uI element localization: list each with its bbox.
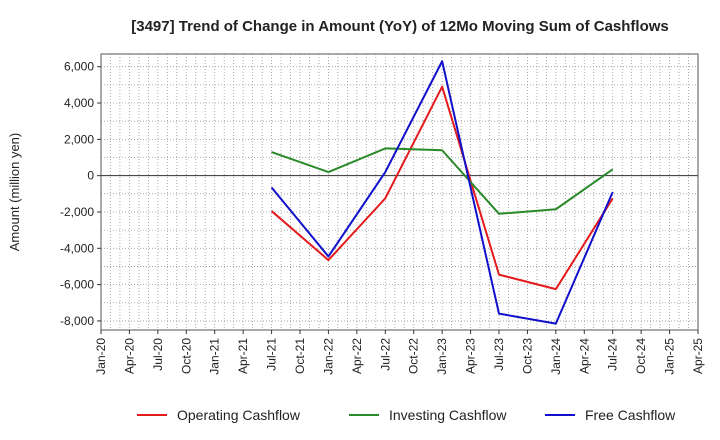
y-tick-label: 2,000 — [64, 132, 94, 146]
series-line-operating-cashflow — [270, 85, 614, 291]
x-tick-label: Oct-21 — [293, 338, 307, 374]
y-tick-label: -2,000 — [60, 205, 94, 219]
legend-label: Free Cashflow — [585, 407, 676, 423]
legend: Operating Cashflow Investing Cashflow Free… — [137, 407, 676, 423]
series-line-free-cashflow — [270, 60, 614, 325]
legend-label: Investing Cashflow — [389, 407, 507, 423]
y-tick-label: 4,000 — [64, 96, 94, 110]
x-tick-label: Oct-20 — [179, 338, 193, 374]
y-tick-label: -4,000 — [60, 241, 94, 255]
x-tick-label: Apr-24 — [577, 338, 591, 374]
x-tick-label: Oct-22 — [407, 338, 421, 374]
x-tick-label: Apr-25 — [691, 338, 705, 374]
series-line-investing-cashflow — [271, 147, 614, 215]
plot-area — [100, 53, 699, 331]
x-tick-label: Jul-24 — [606, 338, 620, 371]
chart-title: [3497] Trend of Change in Amount (YoY) o… — [131, 18, 669, 35]
x-tick-label: Jan-23 — [435, 338, 449, 375]
y-tick-label: 6,000 — [64, 60, 94, 74]
y-axis-label: Amount (million yen) — [7, 133, 22, 252]
x-tick-label: Apr-21 — [236, 338, 250, 374]
x-tick-label: Jan-24 — [549, 338, 563, 375]
x-tick-label: Apr-22 — [350, 338, 364, 374]
x-tick-label: Jan-25 — [663, 338, 677, 375]
x-tick-label: Oct-23 — [520, 338, 534, 374]
legend-label: Operating Cashflow — [177, 407, 301, 423]
x-axis-ticks: Jan-20 Apr-20 Jul-20 Oct-20 Jan-21 Apr-21 Jul-… — [94, 330, 705, 375]
x-tick-label: Apr-20 — [122, 338, 136, 374]
series-lines — [270, 60, 614, 325]
y-tick-label: -6,000 — [60, 278, 94, 292]
x-tick-label: Jul-20 — [151, 338, 165, 371]
x-tick-label: Oct-24 — [634, 338, 648, 374]
x-tick-label: Jan-20 — [94, 338, 108, 375]
y-tick-label: -8,000 — [60, 314, 94, 328]
x-tick-label: Jan-22 — [321, 338, 335, 375]
x-tick-label: Jul-22 — [378, 338, 392, 371]
y-tick-label: 0 — [87, 169, 94, 183]
y-axis-ticks: 6,000 4,000 2,000 0 -2,000 -4,000 -6,000 -8,000 — [60, 60, 101, 328]
x-tick-label: Jul-23 — [492, 338, 506, 371]
x-tick-label: Jan-21 — [208, 338, 222, 375]
x-tick-label: Apr-23 — [464, 338, 478, 374]
x-tick-label: Jul-21 — [265, 338, 279, 371]
grid — [101, 54, 698, 330]
